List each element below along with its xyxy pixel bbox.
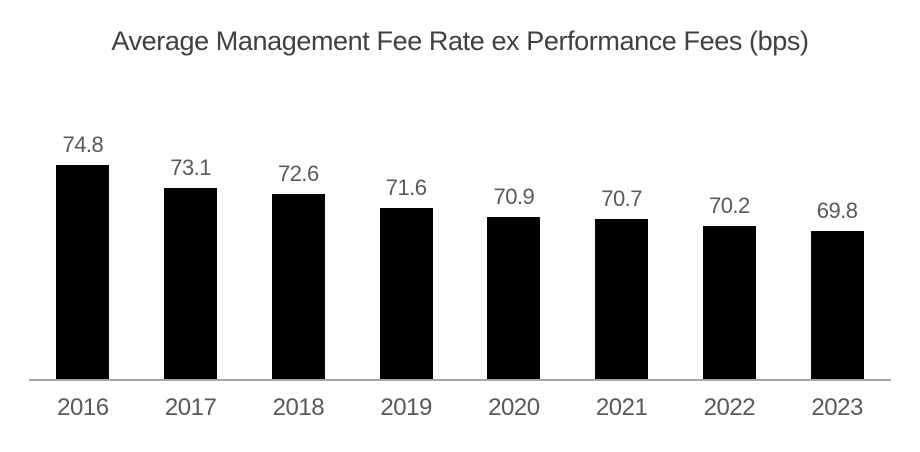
x-axis-tick-label: 2023 [811,394,863,421]
bar [271,194,325,379]
bar-column: 69.8 [783,117,891,379]
bar [487,217,541,379]
bar-value-label: 73.1 [170,155,212,180]
bar-value-label: 71.6 [385,175,427,200]
x-axis-tick-label: 2019 [380,394,432,421]
bar-column: 72.6 [245,117,353,379]
bar-value-label: 70.9 [493,184,535,209]
x-axis-labels: 2016 2017 2018 2019 2020 2021 2022 2023 [29,394,891,421]
bar [595,219,649,379]
bars-container: 74.8 73.1 72.6 71.6 70.9 70.7 70.2 69.8 [29,117,891,379]
bar-value-label: 72.6 [277,161,319,186]
x-axis-tick-label: 2017 [164,394,217,421]
bar [702,226,756,379]
bar-column: 71.6 [352,117,460,379]
bar-column: 70.7 [568,117,676,379]
x-axis-tick-label: 2021 [595,394,648,421]
chart-title: Average Management Fee Rate ex Performan… [111,26,809,56]
x-axis-tick-label: 2016 [57,394,109,421]
bar-value-label: 70.2 [708,193,750,218]
x-axis-tick-label: 2018 [272,394,325,421]
bar-column: 70.9 [460,117,568,379]
bar-column: 70.2 [676,117,784,379]
bar-column: 73.1 [137,117,245,379]
x-axis-tick-label: 2022 [703,394,756,421]
bar-column: 74.8 [29,117,137,379]
bar [56,165,110,379]
bar [810,231,864,379]
bar-value-label: 70.7 [601,186,643,211]
bar [379,208,433,379]
bar [164,188,218,379]
bar-value-label: 69.8 [816,198,858,223]
x-axis-line [29,379,891,381]
x-axis-tick-label: 2020 [488,394,540,421]
bar-value-label: 74.8 [62,132,104,157]
